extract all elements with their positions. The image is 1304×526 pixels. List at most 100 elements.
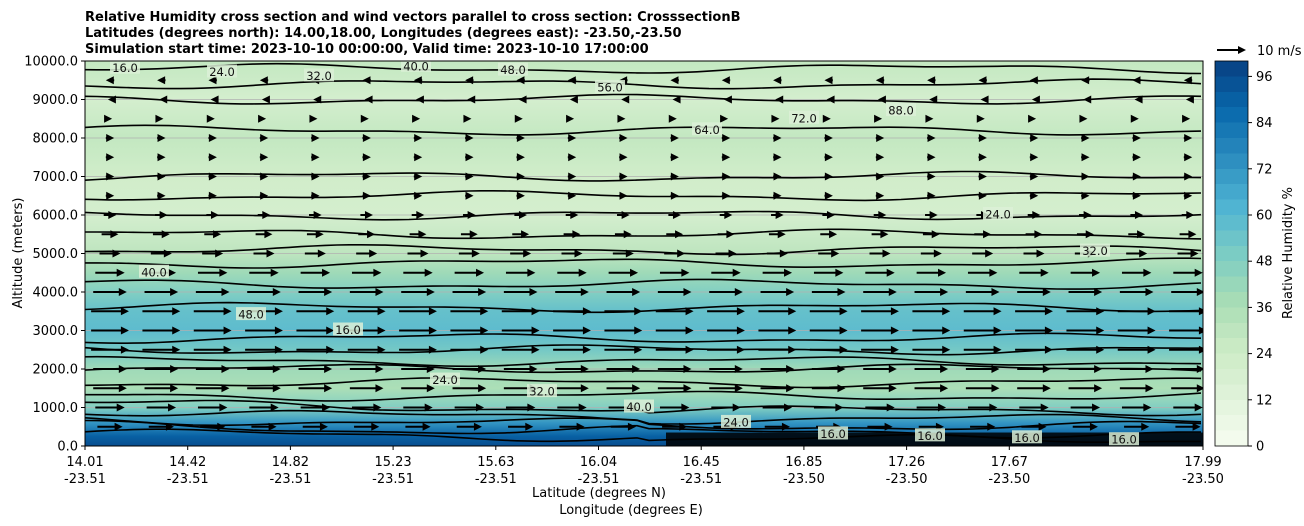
wind-vector <box>202 249 224 258</box>
wind-vector <box>503 288 538 296</box>
wind-vector <box>553 307 591 316</box>
wind-vector <box>617 211 630 219</box>
x-tick-label-lat: 16.85 <box>785 455 822 470</box>
wind-vector <box>1124 422 1150 431</box>
wind-vector <box>510 249 532 258</box>
wind-vector <box>711 403 741 412</box>
wind-vector <box>95 268 125 277</box>
wind-vector <box>818 249 840 258</box>
wind-vector <box>351 403 382 412</box>
wind-vector <box>193 326 232 335</box>
wind-vector <box>604 345 643 354</box>
wind-vector <box>771 211 784 219</box>
wind-vector <box>1029 172 1039 181</box>
wind-vector <box>208 76 217 85</box>
wind-vector <box>465 172 474 181</box>
contour-label: 56.0 <box>597 80 623 94</box>
wind-vector <box>610 422 636 431</box>
wind-vector <box>101 230 119 239</box>
x-tick-label-lat: 15.23 <box>374 455 411 470</box>
x-tick-label-lon: -23.51 <box>167 472 209 487</box>
wind-vector <box>105 191 115 200</box>
wind-vector <box>760 365 795 373</box>
wind-vector <box>927 172 936 181</box>
wind-vector <box>142 326 181 335</box>
wind-vector <box>91 345 129 354</box>
wind-vector <box>401 288 435 296</box>
x-tick-label-lon: -23.51 <box>64 472 106 487</box>
wind-vector <box>1183 134 1193 142</box>
wind-vector <box>309 211 322 219</box>
wind-vector <box>1119 365 1154 373</box>
wind-vector <box>567 76 577 85</box>
wind-vector <box>768 230 786 239</box>
wind-vector <box>257 211 271 219</box>
wind-vector <box>157 172 166 181</box>
wind-vector <box>567 134 577 142</box>
y-tick-label: 3000.0 <box>33 324 79 339</box>
colorbar-tick-label: 0 <box>1256 440 1264 455</box>
wind-vectors <box>91 76 1203 431</box>
wind-vector <box>516 76 525 85</box>
wind-vector <box>655 326 694 335</box>
colorbar-tick-label: 12 <box>1256 393 1273 408</box>
wind-vector <box>1169 326 1203 335</box>
wind-vector <box>670 134 679 142</box>
contour-label-bg <box>721 414 751 428</box>
wind-vector <box>1070 403 1101 412</box>
wind-vector <box>978 76 987 85</box>
wind-vector <box>197 403 228 412</box>
wind-vector <box>467 95 476 104</box>
wind-vector <box>1182 114 1191 123</box>
wind-vector <box>824 134 833 142</box>
wind-vector <box>978 172 987 181</box>
wind-vector <box>606 365 641 373</box>
wind-vector <box>916 403 947 412</box>
wind-vector <box>501 345 540 354</box>
wind-vector <box>606 384 641 393</box>
wind-vector <box>245 326 283 335</box>
contour-label: 16.0 <box>1111 433 1137 447</box>
wind-vector <box>152 230 170 239</box>
wind-vector <box>300 403 331 412</box>
wind-vector <box>1132 76 1141 85</box>
wind-vector <box>407 249 429 258</box>
wind-vector <box>662 422 688 431</box>
wind-vector <box>672 95 681 104</box>
wind-vector <box>454 403 485 412</box>
wind-vector <box>351 268 382 277</box>
contour-label: 88.0 <box>888 104 914 118</box>
wind-vector <box>501 326 540 335</box>
wind-vector <box>1175 422 1201 431</box>
wind-vector <box>362 172 371 181</box>
wind-vector <box>399 345 437 354</box>
wind-vector <box>1183 76 1193 85</box>
y-tick-label: 9000.0 <box>33 93 79 108</box>
colorbar: 0 12 24 36 48 60 72 84 96 Relative Humidity % <box>1214 60 1296 455</box>
contour-label-bg <box>789 110 819 124</box>
wind-vector <box>144 288 179 296</box>
contour-line <box>85 62 1202 75</box>
wind-vector <box>412 114 421 123</box>
wind-vector <box>253 249 275 258</box>
x-tick-label-lon: -23.50 <box>886 472 928 487</box>
contour-label: 32.0 <box>1082 244 1108 258</box>
contour-label-bg <box>624 399 654 413</box>
wind-vector <box>364 95 373 104</box>
wind-vector <box>95 403 125 412</box>
colorbar-tick-label: 60 <box>1256 209 1273 224</box>
contour-line <box>85 170 1202 182</box>
wind-vector <box>251 422 277 431</box>
wind-vector <box>311 172 320 181</box>
wind-vector <box>200 422 226 431</box>
wind-vector <box>93 365 127 373</box>
wind-vector <box>1083 95 1092 104</box>
wind-vector <box>809 345 848 354</box>
wind-vector <box>764 422 790 431</box>
wind-vector <box>1126 249 1148 258</box>
x-tick-label-lon: -23.50 <box>1182 472 1224 487</box>
wind-vector <box>1081 134 1090 142</box>
wind-vector <box>1029 76 1039 85</box>
wind-vector <box>912 307 951 316</box>
